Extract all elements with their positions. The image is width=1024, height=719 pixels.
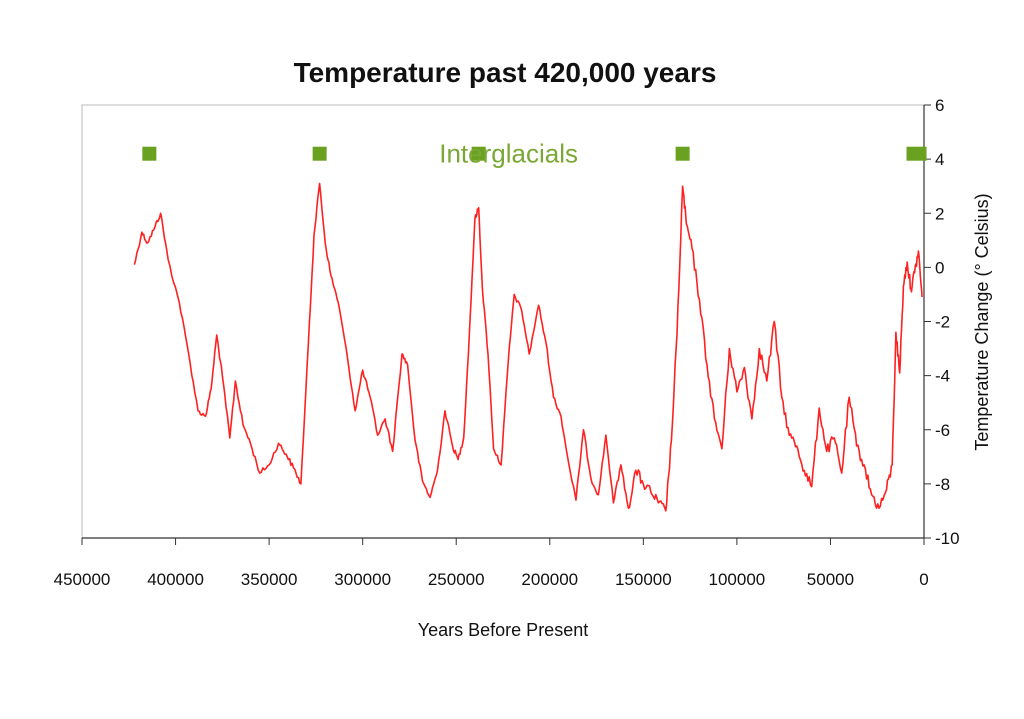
y-tick-label: -4 [935,367,950,386]
interglacial-markers [142,146,927,161]
y-tick-label: -6 [935,421,950,440]
y-tick-label: 2 [935,204,944,223]
x-axis-ticks: 450000 400000 350000 300000 250000 200000 1500… [54,538,929,589]
x-tick-label: 100000 [709,570,766,589]
chart-title: Temperature past 420,000 years [294,57,717,88]
x-tick-label: 350000 [241,570,298,589]
y-tick-label: -2 [935,313,950,332]
y-axis-ticks: 6 4 2 0 -2 -4 -6 -8 -10 [924,96,960,548]
interglacial-marker [471,146,486,161]
y-tick-label: 4 [935,150,944,169]
y-tick-label: -8 [935,475,950,494]
x-tick-label: 200000 [521,570,578,589]
x-tick-label: 150000 [615,570,672,589]
series-layer [133,182,923,512]
x-axis-label: Years Before Present [418,620,588,640]
y-tick-label: -10 [935,529,960,548]
x-tick-label: 450000 [54,570,111,589]
x-tick-label: 300000 [334,570,391,589]
plot-frame [81,104,925,539]
interglacials-annotation: Interglacials [439,139,578,169]
y-axis-label: Temperature Change (° Celsius) [972,193,992,450]
interglacial-marker [675,146,690,161]
x-tick-label: 250000 [428,570,485,589]
x-tick-label: 0 [919,570,928,589]
interglacial-marker [906,146,927,161]
x-tick-label: 400000 [147,570,204,589]
temperature-series-line [133,182,923,512]
y-tick-label: 6 [935,96,944,115]
interglacial-marker [312,146,327,161]
y-tick-label: 0 [935,258,944,277]
x-tick-label: 50000 [807,570,854,589]
interglacial-marker [142,146,157,161]
